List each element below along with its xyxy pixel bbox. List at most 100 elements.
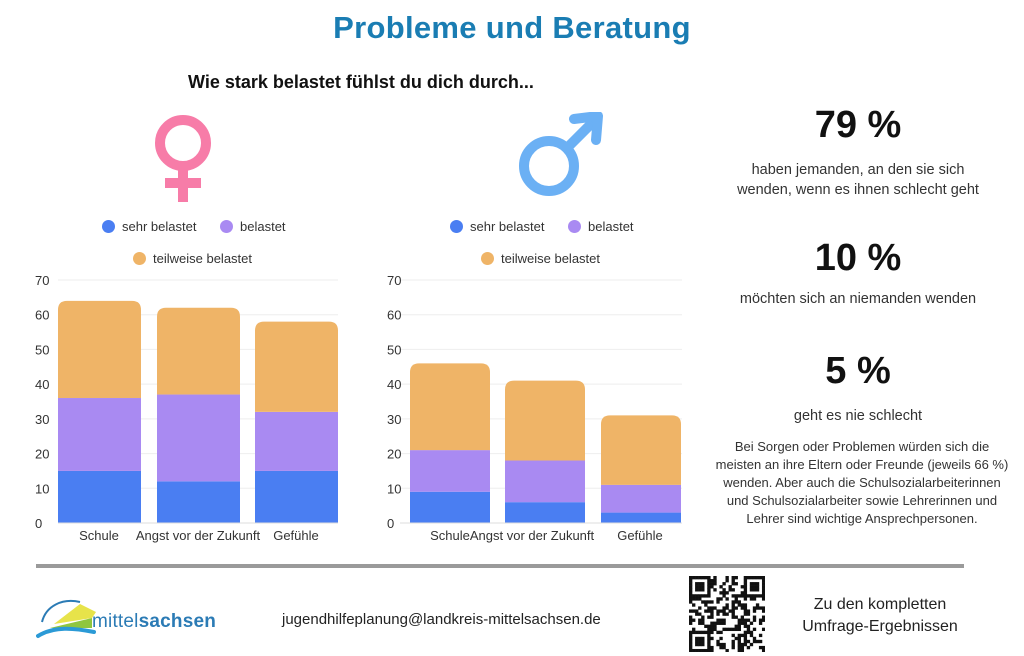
qr-module xyxy=(701,615,705,619)
qr-module xyxy=(698,594,702,598)
qr-module xyxy=(749,585,754,589)
qr-module xyxy=(698,618,702,622)
bar-segment-belastet xyxy=(58,398,141,471)
qr-module xyxy=(761,588,765,592)
qr-module xyxy=(734,582,738,586)
qr-module xyxy=(695,576,699,580)
qr-module xyxy=(707,588,711,592)
qr-module xyxy=(740,618,745,622)
contact-email-link[interactable]: jugendhilfeplanung@landkreis-mittelsachs… xyxy=(282,611,601,628)
qr-module xyxy=(719,609,723,613)
qr-module xyxy=(737,636,741,641)
qr-module xyxy=(689,645,693,650)
y-tick-label: 50 xyxy=(387,342,401,357)
qr-module xyxy=(752,582,757,586)
bar-segment-teilweise-belastet xyxy=(255,321,338,412)
qr-module xyxy=(707,582,711,586)
qr-module xyxy=(722,609,726,613)
qr-module xyxy=(710,627,714,632)
qr-module xyxy=(755,588,760,592)
qr-module xyxy=(689,621,693,625)
qr-module xyxy=(698,612,702,616)
qr-module xyxy=(701,588,705,592)
qr-module xyxy=(758,594,763,598)
bar-segment-teilweise-belastet xyxy=(505,380,585,461)
qr-module xyxy=(710,630,714,635)
qr-module xyxy=(758,633,763,638)
qr-module xyxy=(710,615,714,619)
qr-caption-line: Zu den kompletten xyxy=(813,596,947,613)
qr-module xyxy=(704,648,708,652)
qr-module xyxy=(710,645,714,650)
qr-module xyxy=(740,645,745,650)
footer-divider xyxy=(36,564,964,568)
x-tick-label: Schule xyxy=(79,528,119,543)
qr-module xyxy=(731,645,735,650)
legend-item-belastet: belastet xyxy=(568,219,634,234)
stat-text-10: möchten sich an niemanden wenden xyxy=(739,291,977,307)
stat-text-79: haben jemanden, an den sie sich wenden, … xyxy=(708,160,1008,200)
legend-label: sehr belastet xyxy=(470,219,545,234)
qr-module xyxy=(743,603,748,607)
qr-module xyxy=(740,642,745,647)
qr-module xyxy=(707,627,711,632)
qr-module xyxy=(740,603,745,607)
qr-module xyxy=(749,576,754,580)
stat-text-line: wenden, wenn es ihnen schlecht geht xyxy=(737,182,979,198)
qr-module xyxy=(743,579,748,583)
qr-module xyxy=(728,627,732,632)
mittelsachsen-logo-icon xyxy=(36,600,96,638)
chart-female: 0 10 20 30 40 50 60 70 Schule Angst vor der Zukun… xyxy=(35,273,338,543)
qr-module xyxy=(716,639,720,644)
qr-module xyxy=(761,618,765,622)
qr-module xyxy=(743,642,748,647)
qr-module xyxy=(752,627,757,632)
legend-dot-icon xyxy=(568,220,581,233)
qr-module xyxy=(725,591,729,595)
qr-module xyxy=(713,624,717,628)
qr-module xyxy=(731,594,735,598)
qr-module xyxy=(719,621,723,625)
qr-module xyxy=(737,603,741,607)
female-symbol-icon xyxy=(155,115,211,202)
qr-module xyxy=(704,609,708,613)
qr-module xyxy=(722,582,726,586)
qr-module xyxy=(740,606,745,610)
qr-module xyxy=(707,633,711,638)
qr-module xyxy=(743,609,748,613)
qr-module xyxy=(704,603,708,607)
qr-module xyxy=(695,612,699,616)
qr-module xyxy=(761,627,765,632)
qr-module xyxy=(737,618,741,622)
qr-module xyxy=(701,576,705,580)
qr-code-icon[interactable] xyxy=(689,576,765,652)
qr-module xyxy=(761,615,765,619)
qr-module xyxy=(761,606,765,610)
qr-module xyxy=(749,621,754,625)
qr-module xyxy=(707,606,711,610)
y-tick-label: 40 xyxy=(387,377,401,392)
qr-module xyxy=(752,636,757,641)
qr-module xyxy=(698,621,702,625)
qr-module xyxy=(755,606,760,610)
qr-module xyxy=(755,603,760,607)
qr-module xyxy=(692,648,696,652)
qr-module xyxy=(743,594,748,598)
qr-module xyxy=(749,594,754,598)
qr-module xyxy=(707,585,711,589)
qr-module xyxy=(749,582,754,586)
qr-module xyxy=(740,594,745,598)
qr-module xyxy=(707,615,711,619)
qr-module xyxy=(692,627,696,632)
qr-module xyxy=(707,639,711,644)
qr-module xyxy=(740,585,745,589)
qr-module xyxy=(701,618,705,622)
qr-module xyxy=(731,603,735,607)
qr-module xyxy=(704,630,708,635)
bar-segment-sehr-belastet xyxy=(505,502,585,523)
qr-module xyxy=(746,612,751,616)
y-tick-label: 0 xyxy=(387,516,394,531)
qr-module xyxy=(689,585,693,589)
qr-module xyxy=(731,612,735,616)
qr-module xyxy=(695,594,699,598)
